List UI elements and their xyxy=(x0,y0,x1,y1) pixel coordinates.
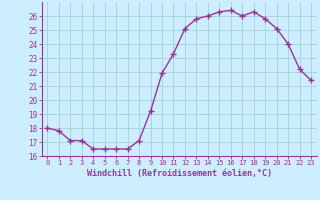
X-axis label: Windchill (Refroidissement éolien,°C): Windchill (Refroidissement éolien,°C) xyxy=(87,169,272,178)
